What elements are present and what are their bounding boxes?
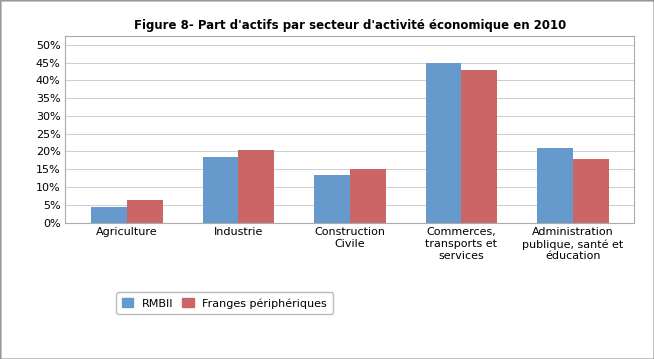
Bar [573, 159, 608, 223]
Bar [314, 174, 350, 223]
Bar [537, 148, 573, 223]
Legend: RMBII, Franges périphériques: RMBII, Franges périphériques [116, 293, 333, 314]
Bar [461, 70, 497, 223]
Bar [203, 157, 239, 223]
Bar [239, 150, 274, 223]
Title: Figure 8- Part d'actifs par secteur d'activité économique en 2010: Figure 8- Part d'actifs par secteur d'ac… [134, 19, 566, 32]
Bar [350, 169, 386, 223]
Bar [127, 200, 163, 223]
Bar [426, 62, 461, 223]
Bar [92, 206, 127, 223]
